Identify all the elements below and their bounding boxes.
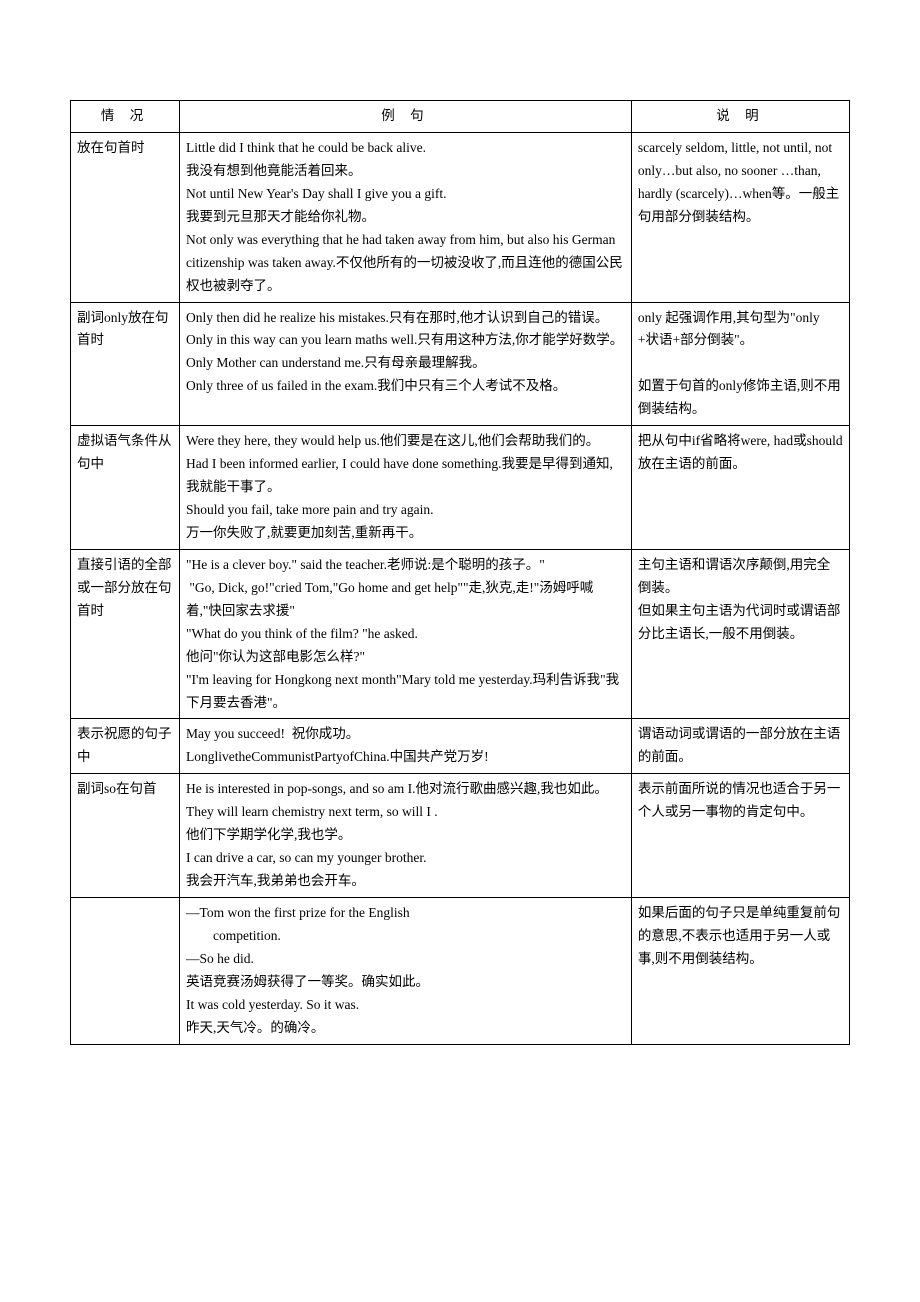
cell-situation: 虚拟语气条件从句中 — [71, 426, 180, 550]
cell-explanation: 主句主语和谓语次序颠倒,用完全倒装。 但如果主句主语为代词时或谓语部分比主语长,… — [631, 549, 849, 719]
cell-example: Only then did he realize his mistakes.只有… — [180, 302, 632, 426]
header-example: 例 句 — [180, 101, 632, 133]
cell-situation: 直接引语的全部或一部分放在句首时 — [71, 549, 180, 719]
table-row: —Tom won the first prize for the English… — [71, 898, 850, 1045]
table-row: 放在句首时Little did I think that he could be… — [71, 132, 850, 302]
cell-situation: 副词so在句首 — [71, 774, 180, 898]
cell-example: Little did I think that he could be back… — [180, 132, 632, 302]
cell-example: Were they here, they would help us.他们要是在… — [180, 426, 632, 550]
table-row: 副词only放在句首时Only then did he realize his … — [71, 302, 850, 426]
cell-situation: 副词only放在句首时 — [71, 302, 180, 426]
table-row: 虚拟语气条件从句中Were they here, they would help… — [71, 426, 850, 550]
cell-example: May you succeed! 祝你成功。 LonglivetheCommun… — [180, 719, 632, 774]
cell-explanation: 表示前面所说的情况也适合于另一个人或另一事物的肯定句中。 — [631, 774, 849, 898]
cell-explanation: only 起强调作用,其句型为"only +状语+部分倒装"。 如置于句首的on… — [631, 302, 849, 426]
cell-situation: 放在句首时 — [71, 132, 180, 302]
table-header-row: 情 况 例 句 说 明 — [71, 101, 850, 133]
cell-explanation: 如果后面的句子只是单纯重复前句的意思,不表示也适用于另一人或事,则不用倒装结构。 — [631, 898, 849, 1045]
cell-explanation: 谓语动词或谓语的一部分放在主语的前面。 — [631, 719, 849, 774]
table-row: 直接引语的全部或一部分放在句首时"He is a clever boy." sa… — [71, 549, 850, 719]
header-explanation: 说 明 — [631, 101, 849, 133]
header-situation: 情 况 — [71, 101, 180, 133]
cell-explanation: 把从句中if省略将were, had或should 放在主语的前面。 — [631, 426, 849, 550]
table-row: 副词so在句首He is interested in pop-songs, an… — [71, 774, 850, 898]
cell-situation: 表示祝愿的句子中 — [71, 719, 180, 774]
cell-example: "He is a clever boy." said the teacher.老… — [180, 549, 632, 719]
grammar-table: 情 况 例 句 说 明 放在句首时Little did I think that… — [70, 100, 850, 1045]
cell-example: He is interested in pop-songs, and so am… — [180, 774, 632, 898]
cell-situation — [71, 898, 180, 1045]
table-body: 放在句首时Little did I think that he could be… — [71, 132, 850, 1044]
table-row: 表示祝愿的句子中May you succeed! 祝你成功。 Longlivet… — [71, 719, 850, 774]
cell-explanation: scarcely seldom, little, not until, not … — [631, 132, 849, 302]
cell-example: —Tom won the first prize for the English… — [180, 898, 632, 1045]
